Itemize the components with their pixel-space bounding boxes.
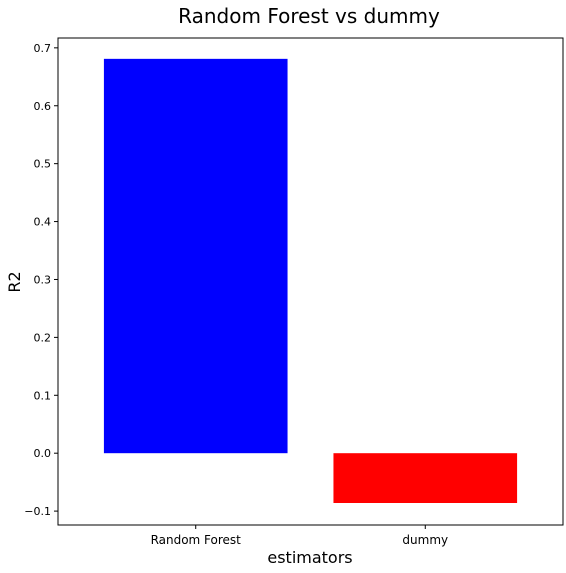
bar-random-forest: [103, 58, 288, 454]
y-tick-label: 0.2: [34, 331, 52, 344]
y-tick-label: 0.0: [34, 447, 52, 460]
x-axis: Random Forest dummy: [151, 525, 448, 547]
x-tick-label: Random Forest: [151, 533, 242, 547]
bar-dummy: [333, 453, 518, 503]
x-tick-label: dummy: [402, 533, 448, 547]
y-axis-label: R2: [5, 271, 24, 292]
x-axis-label: estimators: [267, 548, 352, 567]
y-tick-label: 0.7: [34, 42, 52, 55]
bars-group: [103, 58, 518, 503]
y-tick-label: 0.5: [34, 158, 52, 171]
y-tick-label: 0.4: [34, 216, 52, 229]
y-tick-label: 0.6: [34, 100, 52, 113]
y-axis: −0.1 0.0 0.1 0.2 0.3 0.4 0.5 0.6 0.7: [24, 42, 58, 518]
y-tick-label: 0.3: [34, 273, 52, 286]
y-tick-label: 0.1: [34, 389, 52, 402]
plot-frame: [57, 37, 564, 526]
chart-title: Random Forest vs dummy: [178, 4, 440, 28]
y-tick-label: −0.1: [24, 505, 51, 518]
